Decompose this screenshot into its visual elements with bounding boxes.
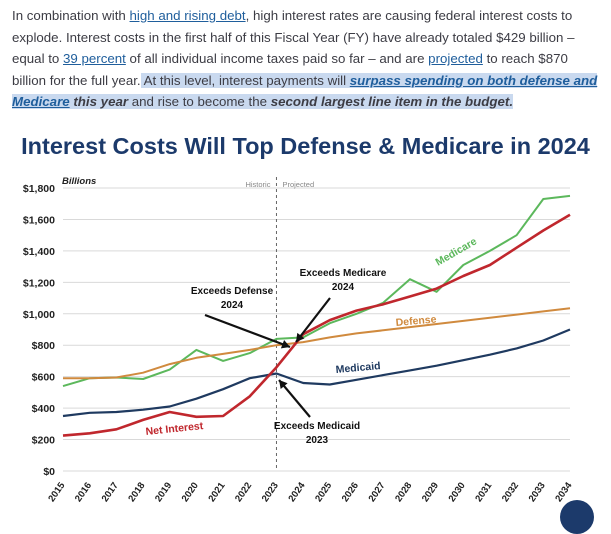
- high-rising-debt-link[interactable]: high and rising debt: [129, 8, 246, 23]
- annotation-arrowhead: [280, 340, 290, 349]
- x-tick-label: 2025: [313, 480, 335, 504]
- series-label: Medicaid: [335, 360, 381, 376]
- x-tick-label: 2030: [447, 480, 468, 504]
- x-tick-label: 2019: [153, 480, 174, 504]
- article-text: and rise to become the: [128, 94, 271, 110]
- annotation-arrow: [204, 313, 291, 349]
- series-label: Defense: [395, 313, 437, 329]
- x-tick-label: 2015: [46, 480, 68, 504]
- x-tick-label: 2022: [233, 480, 254, 504]
- x-tick-label: 2021: [206, 480, 228, 504]
- 39-percent-link[interactable]: 39 percent: [63, 51, 126, 67]
- emphasis-text: second largest line item in the budget.: [270, 94, 514, 110]
- y-tick-label: $400: [32, 403, 56, 415]
- x-tick-label: 2020: [180, 480, 201, 504]
- unit-label: Billions: [62, 176, 96, 187]
- article-text: In combination with: [12, 8, 130, 23]
- x-tick-label: 2028: [393, 480, 414, 504]
- projected-link[interactable]: projected: [428, 51, 483, 67]
- x-tick-label: 2023: [260, 480, 281, 504]
- y-tick-label: $200: [32, 435, 56, 447]
- y-tick-label: $600: [32, 372, 56, 384]
- annotation-arrow: [295, 297, 331, 343]
- annotation-text: Exceeds Defense: [191, 286, 274, 297]
- annotation-text: 2023: [306, 435, 329, 446]
- series-line-medicare: [62, 194, 571, 388]
- x-tick-label: 2016: [73, 480, 94, 504]
- article-text: of all individual income taxes paid so f…: [125, 51, 429, 67]
- historic-label: Historic: [245, 180, 270, 189]
- annotation-arrow: [278, 379, 311, 418]
- x-tick-label: 2017: [100, 480, 121, 504]
- y-tick-label: $1,600: [23, 214, 55, 226]
- annotation-text: Exceeds Medicare: [300, 268, 387, 279]
- surpass-spending-link[interactable]: surpass spending on both defense and Med…: [12, 72, 598, 110]
- article-text: to reach $870 billion for the full year.: [12, 51, 568, 88]
- article-text: At this level, interest payments will: [140, 72, 350, 88]
- y-tick-label: $800: [32, 340, 56, 352]
- series-line-medicaid: [62, 328, 571, 418]
- x-tick-label: 2024: [286, 480, 308, 504]
- x-tick-label: 2033: [527, 480, 548, 504]
- annotation-arrowhead: [279, 380, 288, 389]
- series-line-defense: [63, 307, 571, 380]
- x-tick-label: 2029: [420, 480, 441, 504]
- y-tick-label: $1,400: [23, 246, 55, 258]
- y-tick-label: $1,800: [23, 183, 55, 195]
- annotation-text: Exceeds Medicaid: [274, 421, 360, 432]
- annotation-arrowhead: [296, 332, 305, 342]
- article-paragraph: In combination with high and rising debt…: [12, 5, 602, 113]
- chart-title: Interest Costs Will Top Defense & Medica…: [21, 133, 590, 159]
- x-tick-label: 2018: [126, 480, 147, 504]
- chart-panel: Interest Costs Will Top Defense & Medica…: [0, 117, 611, 515]
- series-label: Medicare: [434, 235, 480, 268]
- y-tick-label: $0: [43, 466, 55, 478]
- series-label: Net Interest: [145, 420, 204, 438]
- series-line-net-interest: [62, 213, 571, 437]
- x-tick-label: 2027: [367, 480, 388, 504]
- y-tick-label: $1,000: [23, 309, 55, 321]
- projected-label: Projected: [282, 180, 314, 189]
- seal-logo: [560, 500, 594, 534]
- x-tick-label: 2031: [473, 480, 495, 504]
- x-tick-label: 2026: [340, 480, 361, 504]
- annotation-text: 2024: [221, 300, 244, 311]
- article-text: , high interest rates are causing federa…: [12, 8, 575, 67]
- y-tick-label: $1,200: [23, 277, 55, 289]
- annotation-text: 2024: [332, 282, 355, 293]
- emphasis-text: this year: [69, 94, 129, 110]
- line-chart: $0 $200 $400 $600 $800 $1,000 $1,200 $1,400 $1,6…: [23, 176, 575, 504]
- x-tick-label: 2032: [500, 480, 521, 504]
